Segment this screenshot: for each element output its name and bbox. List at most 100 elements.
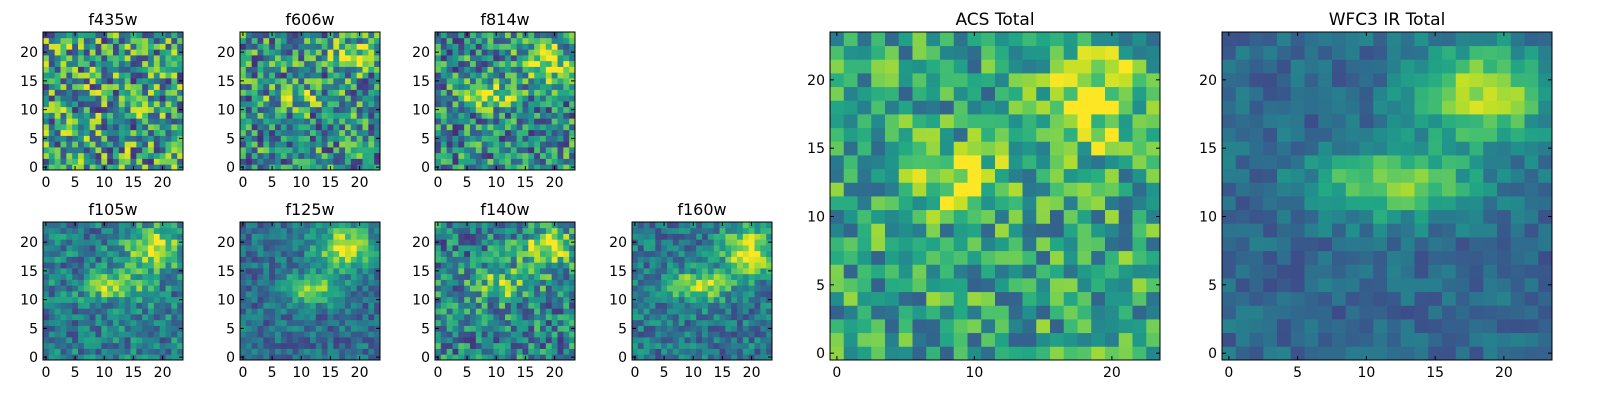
heatmap-cell	[251, 158, 258, 165]
heatmap-cell	[333, 118, 340, 125]
heatmap-cell	[707, 256, 715, 263]
heatmap-cell	[672, 285, 680, 292]
heatmap-cell	[1091, 182, 1106, 197]
heatmap-cell	[505, 268, 512, 275]
heatmap-cell	[898, 155, 913, 170]
heatmap-cell	[54, 296, 61, 303]
heatmap-cell	[719, 325, 726, 332]
heatmap-cell	[356, 66, 363, 73]
heatmap-cell	[48, 337, 56, 344]
heatmap-cell	[304, 164, 311, 171]
heatmap-cell	[245, 291, 253, 298]
heatmap-cell	[505, 354, 512, 361]
heatmap-cell	[350, 124, 358, 131]
heatmap-cell	[177, 89, 184, 96]
heatmap-cell	[1510, 346, 1525, 361]
heatmap-cell	[240, 279, 247, 286]
heatmap-cell	[563, 66, 570, 73]
heatmap-cell	[760, 239, 767, 246]
heatmap-cell	[505, 49, 512, 56]
heatmap-cell	[516, 66, 523, 73]
heatmap-cell	[766, 342, 773, 349]
heatmap-cell	[83, 262, 91, 269]
heatmap-cell	[78, 262, 85, 269]
heatmap-cell	[83, 245, 91, 252]
heatmap-cell	[315, 112, 323, 119]
heatmap-cell	[286, 141, 293, 148]
axes-frame	[42, 31, 184, 171]
heatmap-cell	[315, 43, 323, 50]
heatmap-cell	[510, 55, 518, 62]
heatmap-cell	[516, 152, 523, 159]
heatmap-cell	[516, 101, 523, 108]
heatmap-cell	[510, 112, 518, 119]
heatmap-cell	[54, 222, 61, 229]
heatmap-cell	[362, 43, 369, 50]
heatmap-cell	[446, 239, 453, 246]
panel-title: f140w	[480, 200, 529, 219]
heatmap-cell	[286, 49, 293, 56]
heatmap-cell	[165, 273, 172, 280]
heatmap-cell	[136, 72, 143, 79]
heatmap-cell	[286, 129, 293, 136]
heatmap-cell	[737, 279, 744, 286]
heatmap-cell	[1036, 196, 1051, 211]
heatmap-cell	[713, 239, 720, 246]
heatmap-cell	[690, 342, 697, 349]
heatmap-cell	[245, 164, 253, 171]
heatmap-cell	[534, 129, 541, 136]
heatmap-cell	[356, 319, 363, 326]
heatmap-cell	[510, 95, 518, 102]
heatmap-cell	[136, 308, 143, 315]
heatmap-cell	[912, 182, 927, 197]
heatmap-cell	[1050, 73, 1065, 88]
heatmap-cell	[251, 43, 258, 50]
heatmap-cell	[269, 308, 276, 315]
heatmap-cell	[452, 250, 459, 257]
heatmap-cell	[356, 129, 363, 136]
heatmap-cell	[142, 314, 149, 321]
heatmap-cell	[368, 78, 375, 85]
heatmap-cell	[304, 245, 311, 252]
heatmap-cell	[251, 302, 258, 309]
heatmap-cell	[551, 106, 558, 113]
heatmap-cell	[263, 158, 270, 165]
heatmap-cell	[142, 89, 149, 96]
heatmap-cell	[153, 273, 161, 280]
heatmap-cell	[719, 273, 726, 280]
heatmap-cell	[857, 168, 872, 183]
heatmap-cell	[493, 285, 500, 292]
heatmap-cell	[563, 135, 570, 142]
heatmap-cell	[569, 319, 576, 326]
heatmap-cell	[843, 250, 858, 265]
heatmap-cell	[124, 296, 131, 303]
heatmap-cell	[452, 72, 459, 79]
heatmap-cell	[481, 273, 488, 280]
heatmap-cell	[569, 314, 576, 321]
heatmap-cell	[742, 239, 750, 246]
heatmap-cell	[78, 291, 85, 298]
heatmap-cell	[1022, 209, 1037, 224]
heatmap-cell	[153, 135, 161, 142]
heatmap-cell	[72, 291, 79, 298]
x-tick-label: 15	[517, 175, 535, 191]
heatmap-cell	[327, 135, 334, 142]
heatmap-cell	[66, 32, 73, 39]
heatmap-cell	[871, 264, 886, 279]
heatmap-cell	[545, 342, 553, 349]
heatmap-cell	[1414, 319, 1429, 334]
heatmap-cell	[481, 268, 488, 275]
heatmap-cell	[83, 291, 91, 298]
heatmap-cell	[368, 129, 375, 136]
heatmap-cell	[48, 302, 56, 309]
heatmap-cell	[540, 348, 547, 355]
heatmap-cell	[458, 147, 465, 154]
heatmap-cell	[304, 354, 311, 361]
heatmap-cell	[362, 49, 369, 56]
heatmap-cell	[707, 348, 715, 355]
heatmap-cell	[263, 147, 270, 154]
heatmap-cell	[1359, 319, 1374, 334]
heatmap-cell	[678, 314, 685, 321]
heatmap-cell	[66, 60, 73, 67]
heatmap-cell	[350, 43, 358, 50]
